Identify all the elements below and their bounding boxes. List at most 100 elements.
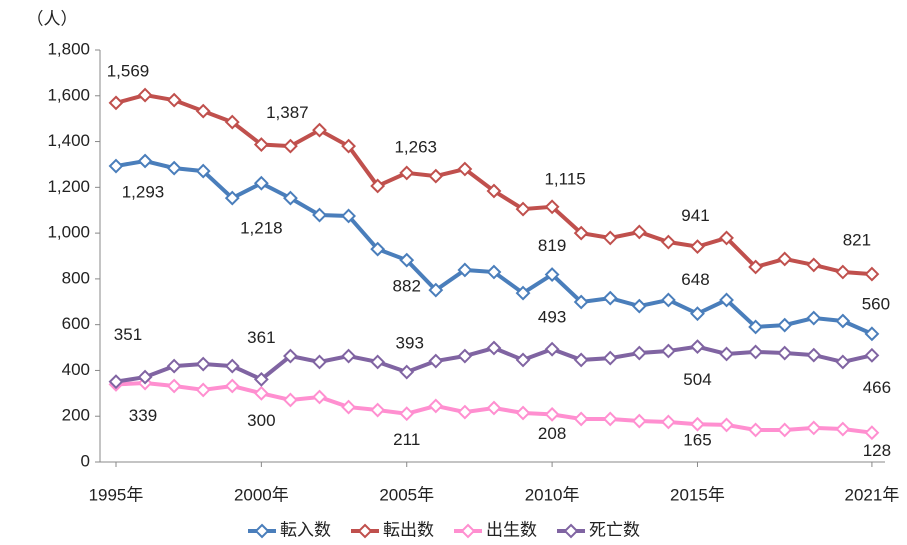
data-label: 1,569 xyxy=(107,61,150,80)
data-label: 165 xyxy=(683,431,711,450)
point-marker xyxy=(486,400,502,416)
point-marker xyxy=(108,95,124,111)
data-label: 393 xyxy=(396,334,424,353)
legend-marker xyxy=(460,523,476,539)
point-marker xyxy=(631,224,647,240)
x-tick-label: 2015年 xyxy=(670,485,725,504)
point-marker xyxy=(544,199,560,215)
x-tick-label: 2010年 xyxy=(525,485,580,504)
data-label: 504 xyxy=(683,370,711,389)
y-tick-label: 400 xyxy=(62,360,90,379)
point-marker xyxy=(486,340,502,356)
legend-marker xyxy=(357,523,373,539)
data-label: 351 xyxy=(114,325,142,344)
point-marker xyxy=(835,354,851,370)
point-marker xyxy=(486,183,502,199)
point-marker xyxy=(312,122,327,138)
legend-label: 出生数 xyxy=(486,520,537,539)
point-marker xyxy=(457,404,473,420)
x-tick-label: 2000年 xyxy=(234,485,289,504)
data-label: 1,263 xyxy=(394,137,437,156)
point-marker xyxy=(748,319,764,335)
point-marker xyxy=(137,369,153,385)
point-marker xyxy=(602,290,618,306)
point-marker xyxy=(195,163,211,179)
point-marker xyxy=(690,339,705,355)
point-marker xyxy=(777,317,793,333)
data-label: 128 xyxy=(863,441,891,460)
data-label: 882 xyxy=(393,277,421,296)
point-marker xyxy=(573,352,589,368)
point-marker xyxy=(486,264,502,280)
y-tick-label: 200 xyxy=(62,406,90,425)
point-marker xyxy=(777,251,793,267)
point-marker xyxy=(428,353,444,369)
point-marker xyxy=(166,378,182,394)
point-marker xyxy=(806,420,822,436)
point-marker xyxy=(312,207,327,223)
x-tick-label: 1995年 xyxy=(89,485,144,504)
point-marker xyxy=(660,343,676,359)
y-tick-label: 1,400 xyxy=(47,131,90,150)
point-marker xyxy=(690,416,705,432)
point-marker xyxy=(166,358,182,374)
point-marker xyxy=(631,413,647,429)
point-marker xyxy=(719,417,734,433)
point-marker xyxy=(341,138,356,154)
point-marker xyxy=(719,346,734,362)
point-marker xyxy=(428,398,444,414)
point-marker xyxy=(835,264,851,280)
point-marker xyxy=(573,411,589,427)
point-marker xyxy=(399,406,415,422)
point-marker xyxy=(195,103,211,119)
y-tick-label: 1,800 xyxy=(47,39,90,58)
point-marker xyxy=(253,371,269,387)
point-marker xyxy=(631,345,647,361)
point-marker xyxy=(515,405,531,421)
y-tick-label: 800 xyxy=(62,268,90,287)
point-marker xyxy=(660,292,676,308)
point-marker xyxy=(195,382,211,398)
point-marker xyxy=(283,392,298,408)
point-marker xyxy=(719,230,734,246)
point-marker xyxy=(224,358,240,374)
data-label: 648 xyxy=(681,270,709,289)
point-marker xyxy=(341,208,356,224)
y-tick-label: 1,600 xyxy=(47,85,90,104)
data-label: 493 xyxy=(538,308,566,327)
point-marker xyxy=(370,178,386,194)
point-marker xyxy=(457,262,473,278)
point-marker xyxy=(166,92,182,108)
x-tick-label: 2021年 xyxy=(845,485,900,504)
data-label: 208 xyxy=(538,424,566,443)
point-marker xyxy=(631,298,647,314)
y-tick-label: 1,200 xyxy=(47,177,90,196)
point-marker xyxy=(253,137,269,152)
point-marker xyxy=(137,153,153,169)
data-label: 339 xyxy=(129,406,157,425)
point-marker xyxy=(835,313,851,329)
point-marker xyxy=(166,160,182,176)
point-marker xyxy=(864,425,880,441)
point-marker xyxy=(370,241,386,257)
data-label: 361 xyxy=(247,328,275,347)
point-marker xyxy=(341,399,356,415)
point-marker xyxy=(224,190,240,206)
data-label: 1,218 xyxy=(240,219,283,238)
x-tick-label: 2005年 xyxy=(379,485,434,504)
point-marker xyxy=(399,165,415,181)
point-marker xyxy=(312,354,327,370)
point-marker xyxy=(312,389,327,405)
data-label: 466 xyxy=(863,378,891,397)
point-marker xyxy=(748,422,764,438)
point-marker xyxy=(224,114,240,130)
point-marker xyxy=(777,422,793,438)
point-marker xyxy=(515,285,531,301)
point-marker xyxy=(602,411,618,427)
point-marker xyxy=(457,161,473,177)
data-label: 300 xyxy=(247,411,275,430)
legend-marker xyxy=(563,523,579,539)
data-label: 211 xyxy=(393,430,420,449)
data-label: 821 xyxy=(843,231,871,250)
